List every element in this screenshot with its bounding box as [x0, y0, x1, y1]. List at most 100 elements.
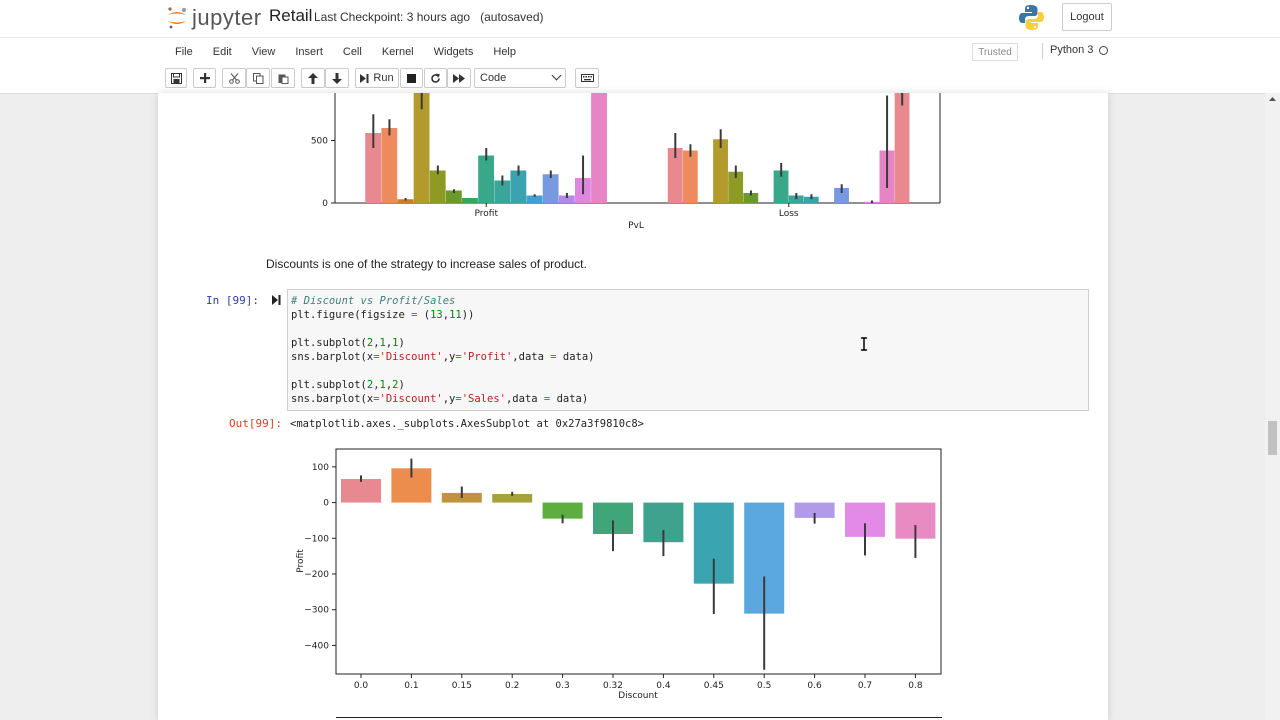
profit-bar [492, 494, 533, 503]
fast-forward-icon [453, 73, 465, 83]
pvl-bar [510, 170, 527, 203]
plus-icon [199, 73, 210, 83]
save-button[interactable] [165, 68, 187, 88]
pvl-bar [397, 199, 414, 203]
pvl-bar [773, 170, 789, 203]
menu-kernel[interactable]: Kernel [381, 46, 414, 58]
code-token: plt.subplot( [291, 337, 367, 349]
logo-text: jupyter [192, 5, 262, 30]
code-token: 2 [366, 379, 374, 391]
menu-cell[interactable]: Cell [342, 46, 362, 58]
kernel-idle-icon [1099, 46, 1108, 55]
code-token: data) [556, 351, 595, 363]
page-scrollbar[interactable] [1265, 93, 1280, 720]
profit-xtick-label: 0.45 [704, 681, 724, 691]
menu-view[interactable]: View [251, 46, 276, 58]
code-token: 11 [449, 309, 462, 321]
code-token: sns.barplot(x [291, 393, 374, 405]
code-token: 'Profit' [461, 351, 513, 363]
code-token: data) [550, 393, 589, 405]
keyboard-icon [580, 74, 594, 82]
pvl-bar [413, 93, 430, 203]
pvl-bar [713, 139, 728, 203]
text-cursor-icon [861, 337, 867, 351]
menu-widgets[interactable]: Widgets [433, 46, 474, 58]
kernel-name[interactable]: Python 3 [1050, 44, 1094, 56]
run-button[interactable]: Run [355, 68, 399, 88]
header: jupyter Retail Last Checkpoint: 3 hours … [0, 0, 1280, 37]
paste-button[interactable] [271, 68, 295, 88]
profit-xtick-label: 0.6 [807, 681, 822, 691]
logout-button[interactable]: Logout [1062, 3, 1112, 31]
code-token: plt.figure(figsize [291, 309, 412, 321]
code-token: )) [461, 309, 475, 321]
code-token: 'Sales' [461, 393, 506, 405]
profit-xtick-label: 0.32 [603, 681, 623, 691]
code-token: ) [398, 337, 405, 349]
pvl-bar [743, 193, 759, 203]
profit-xtick-label: 0.7 [858, 681, 872, 691]
code-token: 1 [379, 337, 386, 349]
code-token: 2 [392, 379, 399, 391]
restart-run-all-button[interactable] [447, 68, 471, 88]
code-token: 2 [366, 337, 374, 349]
scrollbar-thumb[interactable] [1268, 421, 1277, 455]
code-token: 'Discount' [379, 351, 443, 363]
pvl-bar [478, 155, 495, 203]
pvl-bar [834, 188, 849, 203]
markdown-text: Discounts is one of the strategy to incr… [266, 257, 587, 271]
run-cell-icon[interactable] [272, 295, 281, 305]
code-cell-editor[interactable]: # Discount vs Profit/Sales plt.figure(fi… [287, 289, 1089, 411]
profit-xtick-label: 0.15 [452, 681, 472, 691]
profit-bar [341, 479, 381, 503]
pvl-xtick-label: Profit [475, 209, 499, 219]
arrow-up-icon [308, 72, 318, 84]
code-token: = [543, 393, 551, 405]
code-text[interactable]: # Discount vs Profit/Sales plt.figure(fi… [291, 294, 595, 406]
notebook-title[interactable]: Retail [269, 6, 313, 25]
jupyter-logo[interactable]: jupyter [166, 4, 262, 32]
code-token: ,y [442, 351, 456, 363]
profit-ytick-label: −100 [304, 534, 329, 544]
menu-edit[interactable]: Edit [212, 46, 232, 58]
run-label: Run [373, 72, 394, 84]
profit-ylabel: Profit [296, 549, 306, 573]
profit-bar [794, 502, 835, 518]
pvl-bar [381, 128, 398, 203]
pvl-bar [365, 133, 382, 203]
menu-insert[interactable]: Insert [295, 46, 323, 58]
code-token: , [385, 337, 393, 349]
move-up-button[interactable] [301, 68, 325, 88]
code-token: 'Discount' [379, 393, 443, 405]
refresh-icon [431, 73, 440, 83]
insert-cell-button[interactable] [193, 68, 216, 88]
profit-plot-frame [335, 448, 942, 675]
command-palette-button[interactable] [575, 68, 599, 88]
jupyter-logo-icon [168, 7, 186, 29]
restart-button[interactable] [424, 68, 447, 88]
trusted-indicator[interactable]: Trusted [972, 43, 1018, 61]
profit-ytick-label: −200 [304, 570, 329, 580]
interrupt-button[interactable] [400, 68, 423, 88]
pvl-bar [558, 195, 575, 203]
menu-help[interactable]: Help [493, 46, 516, 58]
pvl-bar [445, 190, 462, 203]
code-token: ( [417, 309, 431, 321]
pvl-bar [429, 170, 446, 203]
code-token: , [373, 379, 380, 391]
cut-button[interactable] [222, 68, 246, 88]
move-down-button[interactable] [325, 68, 349, 88]
scroll-up-arrow-icon[interactable] [1265, 93, 1280, 105]
menu-file[interactable]: File [175, 46, 193, 58]
out-prompt: Out[99]: [229, 417, 282, 430]
profit-xtick-label: 0.2 [505, 681, 519, 691]
copy-button[interactable] [246, 68, 270, 88]
code-token: = [373, 351, 380, 363]
profit-xtick-label: 0.4 [656, 681, 671, 691]
pvl-xtick-label: Loss [779, 209, 799, 219]
code-token: = [411, 309, 418, 321]
code-token: ,data [505, 393, 544, 405]
code-token: = [455, 351, 462, 363]
cell-type-select[interactable]: Code [474, 68, 566, 88]
pvl-bar-chart: 0 500 Profit Loss PvL [311, 93, 941, 231]
